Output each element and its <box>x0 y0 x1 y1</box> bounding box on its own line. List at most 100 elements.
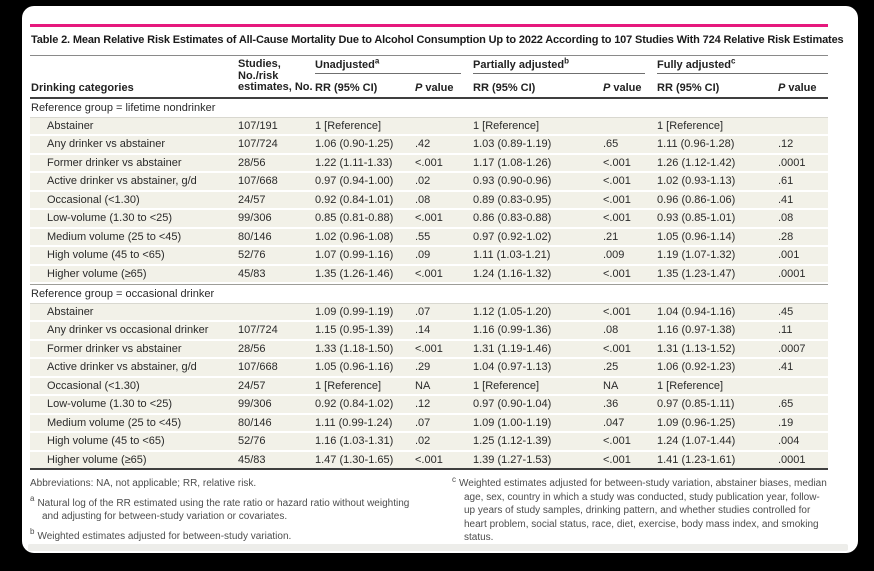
fully-adjusted-p: .0007 <box>778 342 806 355</box>
unadjusted-rr: 1.35 (1.26-1.46) <box>315 267 394 280</box>
fully-adjusted-p <box>778 380 828 393</box>
unadjusted-p: .12 <box>415 398 431 410</box>
studies-count: 107/668 <box>238 361 278 373</box>
fully-adjusted-rr: 1.16 (0.97-1.38) <box>657 324 736 336</box>
group-header-unadjusted-label: Unadjusted <box>315 59 375 71</box>
footnotes: Abbreviations: NA, not applicable; RR, r… <box>30 474 828 551</box>
partially-adjusted-p: .08 <box>603 324 619 336</box>
studies-count: 99/306 <box>238 398 272 410</box>
column-header-studies-line2: No./risk <box>238 69 279 82</box>
table-row: Any drinker vs abstainer 107/724 1.06 (0.9… <box>30 136 828 155</box>
column-header-unadjusted-rr: RR (95% CI) <box>315 82 378 94</box>
unadjusted-p: <.001 <box>415 267 443 280</box>
partially-adjusted-rr: 1.25 (1.12-1.39) <box>473 435 552 447</box>
group-header-partially-adjusted-label: Partially adjusted <box>473 59 565 71</box>
partially-adjusted-p: .21 <box>603 230 619 243</box>
partially-adjusted-p: <.001 <box>603 193 631 206</box>
footnote-a: a Natural log of the RR estimated using t… <box>30 495 426 524</box>
footnote-c-mark: c <box>452 474 456 484</box>
group-header-fully-adjusted-footnote-mark: c <box>730 56 736 66</box>
partially-adjusted-rr: 1.11 (1.03-1.21) <box>473 249 551 261</box>
partially-adjusted-p: <.001 <box>603 156 631 169</box>
table-content: Table 2. Mean Relative Risk Estimates of… <box>22 24 858 551</box>
column-header-fully-adjusted-rr: RR (95% CI) <box>657 82 720 94</box>
unadjusted-rr: 1.33 (1.18-1.50) <box>315 342 394 355</box>
fully-adjusted-rr: 1.24 (1.07-1.44) <box>657 435 736 447</box>
fully-adjusted-rr: 0.96 (0.86-1.06) <box>657 193 736 206</box>
fully-adjusted-p: .001 <box>778 249 800 261</box>
studies-count: 45/83 <box>238 453 266 466</box>
table-body: Reference group = lifetime nondrinker Abs… <box>30 99 828 470</box>
partially-adjusted-p: <.001 <box>603 435 631 447</box>
abbreviations-note: Abbreviations: NA, not applicable; RR, r… <box>30 478 257 489</box>
table-row: Abstainer 107/191 1 [Reference] 1 [Referenc… <box>30 117 828 136</box>
column-header-studies-line1: Studies, <box>238 58 281 70</box>
table-row: Medium volume (25 to <45) 80/146 1.11 (0.9… <box>30 414 828 433</box>
section-header-row: Reference group = lifetime nondrinker <box>30 99 828 118</box>
fully-adjusted-rr: 1.06 (0.92-1.23) <box>657 361 736 373</box>
unadjusted-rr: 0.92 (0.84-1.01) <box>315 193 394 206</box>
partially-adjusted-p <box>603 120 657 133</box>
unadjusted-p <box>415 120 473 133</box>
group-header-fully-adjusted: Fully adjustedc <box>657 56 828 74</box>
group-header-partially-adjusted: Partially adjustedb <box>473 57 645 74</box>
unadjusted-p: <.001 <box>415 212 443 224</box>
column-header-studies-line3: estimates, No. <box>238 81 313 93</box>
fully-adjusted-p: .12 <box>778 138 794 150</box>
fully-adjusted-p: .65 <box>778 398 794 410</box>
table-card: Table 2. Mean Relative Risk Estimates of… <box>22 6 858 553</box>
partially-adjusted-rr: 1.24 (1.16-1.32) <box>473 267 552 280</box>
partially-adjusted-rr: 1.16 (0.99-1.36) <box>473 324 552 336</box>
unadjusted-p: NA <box>415 379 431 392</box>
studies-count: 107/668 <box>238 175 278 187</box>
partially-adjusted-rr: 0.89 (0.83-0.95) <box>473 193 552 206</box>
fully-adjusted-rr: 1.02 (0.93-1.13) <box>657 175 736 187</box>
p-label-italic: P <box>778 82 786 94</box>
unadjusted-rr: 1.07 (0.99-1.16) <box>315 249 394 261</box>
table-row: Former drinker vs abstainer 28/56 1.33 (1.… <box>30 340 828 359</box>
fully-adjusted-rr: 1.31 (1.13-1.52) <box>657 342 736 355</box>
partially-adjusted-rr: 1.03 (0.89-1.19) <box>473 138 552 150</box>
fully-adjusted-p: .41 <box>778 193 794 206</box>
partially-adjusted-p: .36 <box>603 398 619 410</box>
p-label-rest: value <box>613 82 642 94</box>
fully-adjusted-p: .28 <box>778 230 794 243</box>
fully-adjusted-p: .41 <box>778 361 794 373</box>
footnote-c: c Weighted estimates adjusted for between… <box>452 474 828 545</box>
drinking-category: Any drinker vs occasional drinker <box>47 324 209 336</box>
group-header-fully-adjusted-label: Fully adjusted <box>657 59 731 71</box>
fully-adjusted-p: .19 <box>778 416 794 429</box>
unadjusted-p: <.001 <box>415 342 443 355</box>
drinking-category: Low-volume (1.30 to <25) <box>47 398 173 410</box>
p-label-rest: value <box>425 82 454 94</box>
partially-adjusted-rr: 1 [Reference] <box>473 379 540 392</box>
unadjusted-rr: 1.02 (0.96-1.08) <box>315 230 394 243</box>
drinking-category: High volume (45 to <65) <box>47 249 165 261</box>
studies-count: 45/83 <box>238 267 266 280</box>
drinking-category: Higher volume (≥65) <box>47 267 147 280</box>
studies-count: 28/56 <box>238 156 266 169</box>
table-row: Medium volume (25 to <45) 80/146 1.02 (0.9… <box>30 228 828 247</box>
studies-count: 24/57 <box>238 193 266 206</box>
unadjusted-p: <.001 <box>415 453 443 466</box>
drinking-category: Active drinker vs abstainer, g/d <box>47 361 197 373</box>
fully-adjusted-rr: 1.41 (1.23-1.61) <box>657 453 736 466</box>
drinking-category: Former drinker vs abstainer <box>47 156 182 169</box>
partially-adjusted-rr: 1 [Reference] <box>473 119 540 132</box>
partially-adjusted-rr: 0.97 (0.92-1.02) <box>473 230 552 243</box>
unadjusted-p: .42 <box>415 138 431 150</box>
partially-adjusted-rr: 1.12 (1.05-1.20) <box>473 305 552 318</box>
fully-adjusted-p <box>778 120 828 133</box>
column-header-drinking-categories: Drinking categories <box>31 82 134 94</box>
fully-adjusted-rr: 1 [Reference] <box>657 119 724 132</box>
table-row: Higher volume (≥65) 45/83 1.35 (1.26-1.46)… <box>30 265 828 284</box>
unadjusted-rr: 1.09 (0.99-1.19) <box>315 305 394 318</box>
table-row: Higher volume (≥65) 45/83 1.47 (1.30-1.65)… <box>30 451 828 468</box>
studies-count: 99/306 <box>238 212 272 224</box>
unadjusted-rr: 1.16 (1.03-1.31) <box>315 435 394 447</box>
table-row: Occasional (<1.30) 24/57 0.92 (0.84-1.01).… <box>30 191 828 210</box>
unadjusted-p: .08 <box>415 193 431 206</box>
unadjusted-p: .09 <box>415 249 431 261</box>
